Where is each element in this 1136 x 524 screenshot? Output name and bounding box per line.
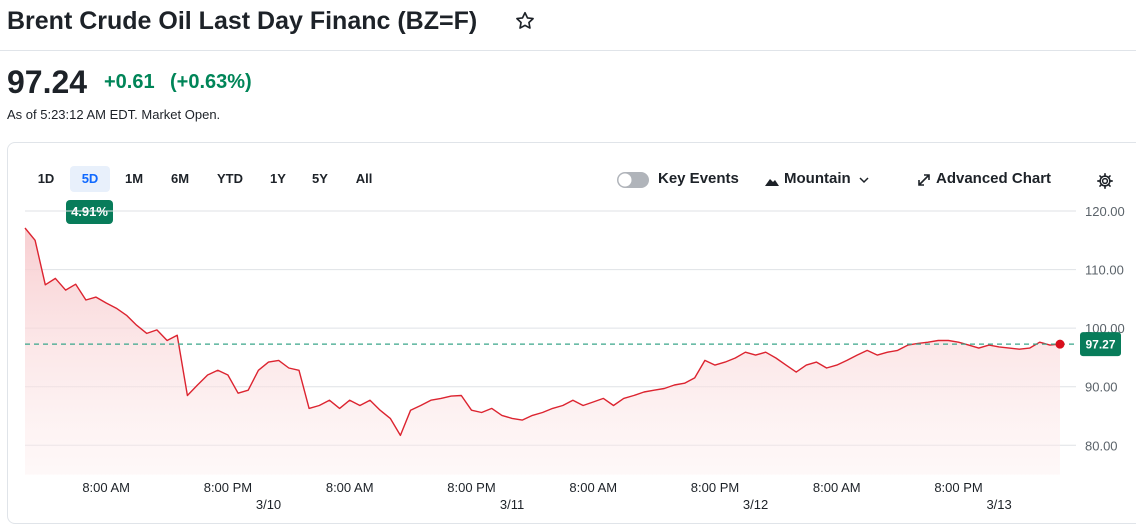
x-tick-label: 8:00 PM	[204, 480, 252, 495]
x-tick-label: 8:00 AM	[326, 480, 374, 495]
x-tick-label: 8:00 AM	[569, 480, 617, 495]
divider	[0, 50, 1136, 51]
advanced-chart[interactable]: Advanced Chart	[936, 170, 1052, 187]
dropdown-caret	[859, 177, 869, 184]
price-change: +0.61	[104, 71, 155, 93]
x-tick-label: 8:00 AM	[813, 480, 861, 495]
chart-style[interactable]: Mountain	[784, 170, 851, 187]
range-button[interactable]: 1Y	[270, 171, 286, 186]
expand-icon	[918, 174, 930, 186]
watchlist-star[interactable]	[514, 10, 536, 32]
range-button[interactable]: 1D	[37, 171, 55, 186]
range-button[interactable]: 5D	[70, 166, 110, 192]
last-price-label: 97.27	[1085, 338, 1115, 352]
y-tick-label: 90.00	[1085, 380, 1118, 395]
x-tick-label: 8:00 PM	[691, 480, 739, 495]
x-date-label: 3/11	[500, 497, 524, 512]
y-tick-label: 110.00	[1085, 263, 1124, 278]
key-events-label[interactable]: Key Events	[658, 170, 739, 187]
x-tick-label: 8:00 AM	[82, 480, 130, 495]
x-tick-label: 8:00 PM	[447, 480, 495, 495]
price: 97.24	[7, 64, 88, 100]
range-button[interactable]: YTD	[217, 171, 243, 186]
settings-gear[interactable]	[1096, 172, 1114, 190]
range-button[interactable]: 1M	[124, 171, 144, 186]
range-button[interactable]: All	[355, 171, 373, 186]
x-tick-label: 8:00 PM	[934, 480, 982, 495]
last-point	[1055, 339, 1065, 349]
y-tick-label: 120.00	[1085, 204, 1125, 219]
x-date-label: 3/12	[743, 497, 768, 512]
x-date-label: 3/10	[256, 497, 281, 512]
price-change-percent: (+0.63%)	[170, 71, 252, 93]
timestamp: As of 5:23:12 AM EDT. Market Open.	[7, 107, 221, 122]
quote-title: Brent Crude Oil Last Day Financ (BZ=F)	[7, 7, 478, 35]
mountain-icon	[765, 179, 779, 186]
range-button[interactable]: 6M	[170, 171, 190, 186]
y-tick-label: 80.00	[1085, 438, 1118, 453]
last-price-badge	[1080, 332, 1121, 357]
range-button[interactable]: 5Y	[312, 171, 328, 186]
price-line	[24, 227, 1061, 437]
area	[25, 228, 1060, 475]
x-date-label: 3/13	[986, 497, 1011, 512]
key-events-toggle[interactable]	[616, 171, 650, 189]
